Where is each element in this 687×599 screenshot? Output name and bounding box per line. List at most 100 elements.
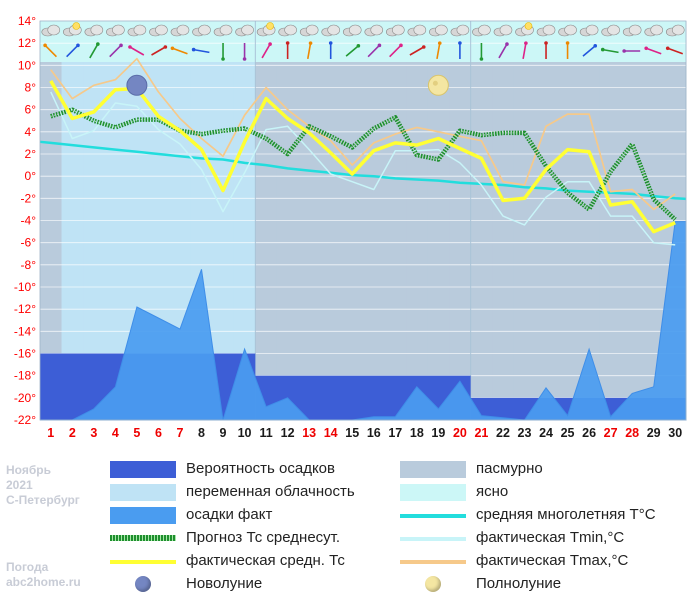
y-tick-label: -18° bbox=[14, 369, 36, 383]
wind-arrow-head bbox=[479, 57, 484, 61]
weather-icon-day-9 bbox=[213, 24, 233, 61]
x-tick-label: 19 bbox=[431, 426, 445, 440]
wind-arrow-icon bbox=[193, 48, 210, 54]
wind-arrow-head bbox=[285, 41, 290, 45]
wind-arrow-icon bbox=[66, 44, 79, 58]
tmax-line bbox=[50, 57, 676, 211]
wind-arrow-icon bbox=[129, 46, 145, 56]
full-moon-icon bbox=[427, 74, 449, 96]
wind-arrow-icon bbox=[306, 42, 312, 60]
weather-icon-day-11 bbox=[256, 22, 276, 59]
wind-arrow-head bbox=[593, 44, 598, 48]
weather-icon-day-5 bbox=[127, 24, 147, 56]
x-tick-label: 20 bbox=[453, 426, 467, 440]
weather-icon-day-19 bbox=[429, 24, 448, 60]
weather-icon-day-16 bbox=[364, 24, 384, 58]
wind-arrow-head bbox=[268, 42, 272, 46]
sun-icon bbox=[266, 22, 274, 30]
temperature-lines bbox=[39, 57, 687, 246]
wind-arrow-icon bbox=[498, 43, 508, 59]
x-tick-label: 14 bbox=[324, 426, 338, 440]
forecast-line bbox=[110, 535, 176, 541]
y-tick-label: 12° bbox=[18, 36, 36, 50]
weather-icon-day-30 bbox=[665, 24, 685, 55]
moon-phases bbox=[126, 74, 449, 96]
variable-cloud-swatch bbox=[110, 484, 176, 501]
overcast-swatch bbox=[400, 461, 466, 478]
wind-arrow-head bbox=[356, 44, 361, 48]
brand-caption: Погода abc2home.ru bbox=[6, 560, 81, 590]
cloud-icon-part bbox=[391, 24, 405, 36]
wind-arrow-icon bbox=[151, 46, 166, 56]
x-tick-label: 16 bbox=[367, 426, 381, 440]
wind-arrow-head bbox=[119, 43, 123, 48]
icon-strip bbox=[40, 21, 686, 62]
cloud-icon-part bbox=[607, 24, 620, 36]
legend-label: фактическая Tmax,°C bbox=[476, 552, 629, 569]
x-tick-label: 21 bbox=[474, 426, 488, 440]
legend-label: Полнолуние bbox=[476, 575, 562, 592]
wind-arrow-head bbox=[170, 46, 175, 51]
x-axis-ticks: 1 2 3 4 5 6 7 8 9 10 11 12 13 14 15 16 17 18 19 20 21 22 23 24 2… bbox=[39, 20, 687, 440]
wind-arrow-icon bbox=[645, 47, 662, 55]
y-tick-label: 0° bbox=[25, 169, 37, 183]
x-tick-label: 8 bbox=[198, 426, 205, 440]
wind-arrow-head bbox=[600, 47, 605, 52]
weather-icon-day-26 bbox=[579, 24, 599, 57]
weather-icon-day-27 bbox=[600, 24, 620, 54]
y-tick-label: 6° bbox=[25, 103, 37, 117]
weather-icon-day-17 bbox=[385, 24, 405, 58]
precip-prob-swatch bbox=[110, 461, 176, 478]
city-label: С-Петербург bbox=[6, 493, 80, 507]
wind-arrow-icon bbox=[109, 44, 122, 58]
wind-arrow-head bbox=[622, 49, 626, 53]
cloud-icon-part bbox=[284, 24, 297, 36]
weather-icon-day-28 bbox=[622, 24, 642, 53]
cloud-icon-part bbox=[499, 24, 513, 36]
x-tick-label: 5 bbox=[133, 426, 140, 440]
precip-fact-area bbox=[40, 221, 687, 421]
wind-arrow-icon bbox=[345, 45, 359, 57]
cloud-icon-part bbox=[478, 24, 491, 36]
y-tick-label: -8° bbox=[21, 258, 37, 272]
wind-arrow-head bbox=[308, 41, 313, 45]
y-tick-label: 4° bbox=[25, 125, 37, 139]
forecast-line-highlight bbox=[50, 109, 676, 220]
cloud-icon-part bbox=[176, 24, 190, 36]
y-tick-label: -22° bbox=[14, 413, 36, 427]
precip-fact-swatch bbox=[110, 507, 176, 524]
wind-arrow-icon bbox=[667, 47, 684, 55]
cloud-icon-part bbox=[47, 24, 61, 36]
cloud-icon-part bbox=[585, 24, 599, 36]
y-tick-label: -6° bbox=[21, 236, 37, 250]
x-tick-label: 29 bbox=[647, 426, 661, 440]
weather-icons bbox=[41, 22, 685, 61]
cloud-icon-part bbox=[348, 24, 362, 36]
weather-icon-day-4 bbox=[106, 24, 125, 58]
sun-icon bbox=[72, 22, 81, 30]
cloud-icon-part bbox=[650, 24, 664, 36]
cloud-icon-part bbox=[628, 24, 642, 36]
x-tick-label: 28 bbox=[625, 426, 639, 440]
y-tick-label: -20° bbox=[14, 391, 36, 405]
cloud-icon-part bbox=[133, 24, 147, 36]
weather-icon-day-18 bbox=[407, 24, 427, 56]
wind-arrow-icon bbox=[172, 47, 188, 55]
wind-arrow-head bbox=[399, 43, 403, 48]
y-tick-label: -10° bbox=[14, 280, 36, 294]
tmin-line bbox=[400, 537, 466, 541]
weather-icon-day-24 bbox=[536, 24, 556, 59]
wind-arrow-head bbox=[437, 41, 442, 45]
sun-icon bbox=[524, 22, 533, 30]
wind-arrow-head bbox=[221, 57, 225, 61]
full-moon-crater bbox=[432, 80, 438, 86]
y-tick-label: -14° bbox=[14, 324, 36, 338]
month-label: Ноябрь bbox=[6, 463, 51, 477]
cloud-icon-part bbox=[112, 24, 125, 36]
cloud-icon-part bbox=[671, 24, 685, 36]
cloud-icon-part bbox=[90, 24, 104, 36]
y-tick-label: 14° bbox=[18, 14, 36, 28]
y-tick-label: -4° bbox=[21, 214, 37, 228]
wind-arrow-icon bbox=[261, 43, 271, 59]
